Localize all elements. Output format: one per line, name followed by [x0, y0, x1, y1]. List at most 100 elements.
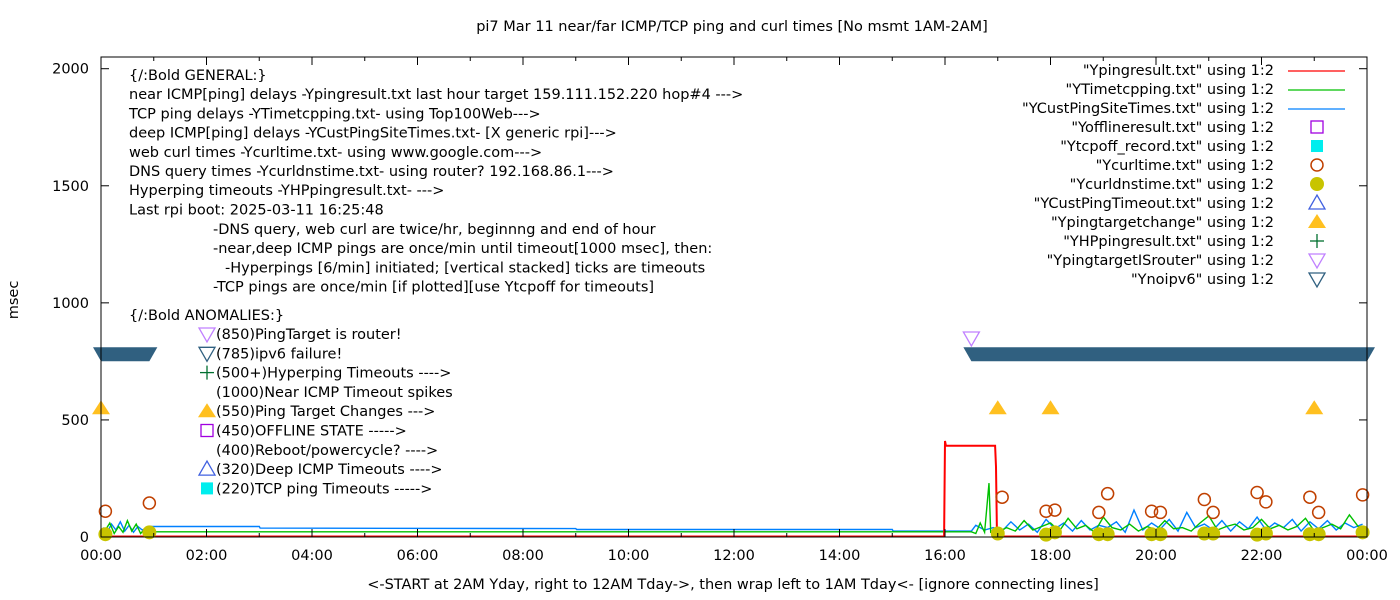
- legend-entry-label: "Ynoipv6" using 1:2: [1131, 272, 1274, 288]
- x-tick-label: 08:00: [502, 548, 544, 564]
- x-tick-label: 10:00: [608, 548, 650, 564]
- series-ycurltime-txt-using-1-2-point: [995, 490, 1009, 504]
- series-ycurldnstime-txt-using-1-2-point: [1100, 527, 1115, 542]
- x-tick-label: 00:00: [1346, 548, 1388, 564]
- anomaly-label: (450)OFFLINE STATE ----->: [216, 424, 407, 440]
- note-general-line: web curl times -Ycurltime.txt- using www…: [129, 145, 542, 161]
- anomaly-marker-icon: [197, 459, 217, 476]
- anomaly-label: (220)TCP ping Timeouts ----->: [216, 481, 432, 497]
- series-ycurldnstime-txt-using-1-2-point: [142, 525, 157, 540]
- legend-entry-label: "YpingtargetISrouter" using 1:2: [1047, 253, 1274, 269]
- y-tick-label: 1500: [52, 179, 89, 195]
- series-ycurltime-txt-using-1-2-point: [1259, 495, 1273, 509]
- anomaly-marker-icon: [197, 346, 217, 363]
- x-tick-label: 12:00: [713, 548, 755, 564]
- series-ycurltime-txt-using-1-2-point: [1250, 485, 1264, 500]
- series-ycurltime-txt-using-1-2-point: [1197, 492, 1212, 507]
- series-ycurldnstime-txt-using-1-2-point: [1206, 526, 1221, 541]
- note-general-line: {/:Bold GENERAL:}: [129, 68, 267, 84]
- y-tick-label: 1000: [52, 296, 89, 312]
- note-detail-line: -TCP pings are once/min [if plotted][use…: [213, 280, 654, 296]
- series-ypingtargetchange-using-1-2-point: [988, 400, 1007, 415]
- series-ycurltime-txt-using-1-2-point: [1303, 490, 1317, 504]
- series-ycurltime-txt-using-1-2-point: [1048, 503, 1062, 517]
- series-ypingtargetisrouter-using-1-2-point: [962, 331, 981, 348]
- y-tick-label: 0: [80, 530, 89, 546]
- series-ycurltime-txt-using-1-2-point: [1144, 504, 1159, 518]
- legend-marker-icon: [1307, 272, 1327, 289]
- series-ycurldnstime-txt-using-1-2-point: [1311, 527, 1326, 542]
- note-general-line: Last rpi boot: 2025-03-11 16:25:48: [129, 202, 384, 218]
- legend-entry-label: "Ycurldnstime.txt" using 1:2: [1070, 177, 1274, 193]
- note-general-line: DNS query times -Ycurldnstime.txt- using…: [129, 164, 614, 180]
- series-ycurltime-txt-using-1-2-point: [1153, 505, 1168, 520]
- series-ycurldnstime-txt-using-1-2-point: [1153, 527, 1168, 542]
- note-detail-line: -DNS query, web curl are twice/hr, begin…: [213, 222, 656, 238]
- legend-marker-icon: [1310, 177, 1324, 191]
- chart-title: pi7 Mar 11 near/far ICMP/TCP ping and cu…: [476, 19, 988, 35]
- notes-layer: {/:Bold GENERAL:} near ICMP[ping] delays …: [128, 68, 743, 497]
- y-tick-label: 500: [61, 413, 89, 429]
- x-tick-label: 04:00: [291, 548, 333, 564]
- anomaly-label: (1000)Near ICMP Timeout spikes: [216, 385, 453, 401]
- anomaly-label: (850)PingTarget is router!: [216, 327, 402, 343]
- y-tick-label: 2000: [52, 62, 89, 78]
- series-ycurldnstime-txt-using-1-2-point: [98, 527, 113, 542]
- legend-entry-label: "Ycurltime.txt" using 1:2: [1096, 158, 1274, 174]
- series-ynoipv6-using-1-2-marker-band: [93, 347, 158, 362]
- legend-marker-icon: [1311, 140, 1323, 152]
- anomaly-marker-icon: [200, 365, 214, 380]
- legend-marker-icon: [1310, 158, 1324, 172]
- legend-entry-label: "Ypingtargetchange" using 1:2: [1051, 215, 1274, 231]
- series-ypingtargetchange-using-1-2-point: [1041, 400, 1060, 415]
- x-tick-label: 00:00: [80, 548, 122, 564]
- anomaly-label: (320)Deep ICMP Timeouts ---->: [216, 462, 443, 478]
- series-ycurltime-txt-using-1-2-point: [142, 496, 157, 510]
- x-tick-label: 20:00: [1135, 548, 1177, 564]
- legend-entry-label: "YTimetcpping.txt" using 1:2: [1066, 82, 1274, 98]
- x-tick-label: 06:00: [397, 548, 439, 564]
- series-ycurltime-txt-using-1-2-point: [1092, 505, 1106, 520]
- anomaly-marker-icon: [197, 327, 217, 344]
- y-axis-label: msec: [6, 281, 22, 320]
- note-general-line: near ICMP[ping] delays -Ypingresult.txt …: [129, 87, 743, 103]
- anomaly-label: (785)ipv6 failure!: [216, 346, 342, 362]
- anomaly-marker-icon: [200, 423, 214, 438]
- series-ycurldnstime-txt-using-1-2-point: [1258, 526, 1273, 541]
- legend-marker-icon: [1310, 234, 1324, 248]
- note-general-line: deep ICMP[ping] delays -YCustPingSiteTim…: [129, 126, 617, 142]
- series-ycurltime-txt-using-1-2-point: [1206, 505, 1220, 520]
- anomaly-label: (550)Ping Target Changes --->: [216, 404, 435, 420]
- series-layer: [92, 331, 1375, 542]
- series-ycurltime-txt-using-1-2-point: [1039, 504, 1053, 518]
- axes-layer: 0 500 1000 1500 2000 00:00 02:00 04:00 06:00 08:0…: [52, 57, 1388, 564]
- series-ypingtargetchange-using-1-2-point: [1305, 400, 1324, 415]
- note-general-line: TCP ping delays -YTimetcpping.txt- using…: [128, 106, 541, 122]
- note-general-line: Hyperping timeouts -YHPpingresult.txt- -…: [129, 183, 444, 199]
- legend-marker-icon: [1308, 214, 1326, 228]
- series-ycurltime-txt-using-1-2-point: [1100, 486, 1115, 501]
- series-ycurltime-txt-using-1-2-point: [98, 504, 113, 518]
- series-ycurldnstime-txt-using-1-2-point: [1355, 525, 1370, 540]
- legend-marker-icon: [1307, 253, 1327, 270]
- x-tick-label: 02:00: [186, 548, 228, 564]
- legend-marker-icon: [1310, 120, 1324, 134]
- x-tick-label: 18:00: [1030, 548, 1072, 564]
- legend: "Ypingresult.txt" using 1:2 "YTimetcpping…: [1022, 63, 1345, 289]
- anomaly-marker-icon: [198, 403, 216, 418]
- x-tick-label: 22:00: [1241, 548, 1283, 564]
- x-tick-label: 16:00: [924, 548, 966, 564]
- anomaly-label: (400)Reboot/powercycle? ---->: [216, 443, 438, 459]
- anomaly-marker-icon: [201, 482, 213, 495]
- note-detail-line: -near,deep ICMP pings are once/min until…: [213, 241, 712, 257]
- anomaly-label: (500+)Hyperping Timeouts ---->: [216, 366, 451, 382]
- series-ycurldnstime-txt-using-1-2-point: [1047, 525, 1062, 540]
- legend-entry-label: "Ytcpoff_record.txt" using 1:2: [1060, 139, 1274, 155]
- series-ycurltime-txt-using-1-2-point: [1311, 505, 1326, 520]
- legend-entry-label: "YCustPingSiteTimes.txt" using 1:2: [1022, 101, 1274, 117]
- series-ynoipv6-using-1-2-marker-band: [963, 347, 1375, 362]
- x-tick-label: 14:00: [819, 548, 861, 564]
- series-ycurltime-txt-using-1-2-point: [1355, 488, 1370, 502]
- legend-entry-label: "Ypingresult.txt" using 1:2: [1083, 63, 1274, 79]
